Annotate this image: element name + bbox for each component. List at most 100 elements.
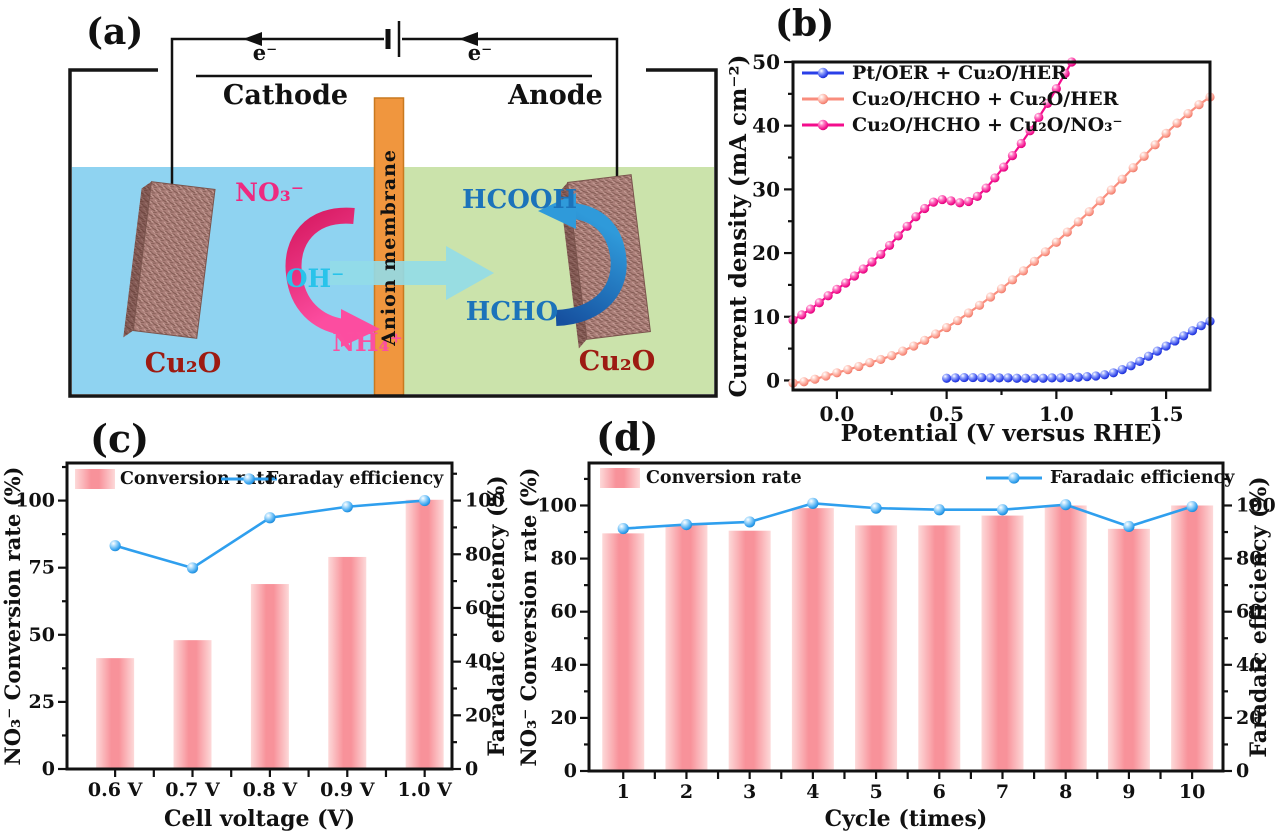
data-marker <box>1034 112 1044 123</box>
data-marker <box>1082 372 1092 382</box>
data-marker <box>814 298 824 308</box>
data-marker <box>1056 373 1066 383</box>
data-marker <box>799 377 809 387</box>
series-1 <box>942 316 1215 383</box>
formaldehyde-oxidation-arrowhead <box>538 193 576 229</box>
data-marker <box>1007 275 1018 285</box>
x-category-label: 9 <box>1122 781 1135 803</box>
data-marker <box>1128 163 1138 173</box>
data-marker <box>1021 373 1031 383</box>
data-marker <box>849 271 860 281</box>
left-tick-label: 75 <box>29 557 55 579</box>
data-marker <box>942 373 952 383</box>
data-marker <box>963 308 974 318</box>
left-tick-label: 80 <box>551 548 577 570</box>
x-category-label: 8 <box>1059 781 1072 803</box>
right-tick-label: 40 <box>1236 654 1262 676</box>
x-category-label: 2 <box>680 781 693 803</box>
data-marker <box>955 198 965 208</box>
data-marker <box>942 322 952 333</box>
plot-frame <box>791 60 1212 392</box>
data-marker <box>1100 370 1110 380</box>
data-marker <box>950 373 961 383</box>
data-marker <box>821 371 831 381</box>
plot-frame <box>587 461 1225 773</box>
data-marker <box>1108 368 1119 378</box>
legend-label: Conversion rate <box>120 469 276 489</box>
x-category-label: 0.6 V <box>88 779 144 801</box>
cathode-label: Cathode <box>222 80 349 111</box>
data-marker <box>1091 371 1101 381</box>
chart-c: 0 25 50 75 100 0 20 40 60 80 100 0.6 V 0.7 V 0.8 V 0.9… <box>0 461 510 831</box>
x-tick-label: 1.0 <box>1039 402 1074 426</box>
data-marker <box>1029 373 1040 383</box>
data-marker <box>1123 520 1135 533</box>
y-axis-title: Current density (mA cm⁻²) <box>725 55 752 398</box>
data-marker <box>928 197 939 207</box>
data-marker <box>977 372 987 383</box>
cathode-electrode-side-shade <box>123 181 152 338</box>
bar-series <box>602 505 1214 771</box>
data-marker <box>933 504 945 516</box>
bar <box>1107 528 1150 771</box>
data-marker <box>996 284 1007 294</box>
data-marker <box>1117 174 1127 184</box>
data-marker <box>109 540 121 552</box>
right-y-axis-title: Faradaic efficiency (%) <box>1246 476 1272 757</box>
cu2o-label-right: Cu₂O <box>578 346 656 377</box>
data-marker <box>898 346 908 356</box>
data-marker <box>1042 98 1053 108</box>
legend-bar-swatch <box>600 468 640 488</box>
electron-arrow-right-icon <box>459 32 478 46</box>
left-tick-label: 100 <box>537 494 577 516</box>
panel-c-letter: (c) <box>90 416 150 461</box>
data-marker <box>1187 326 1198 336</box>
data-marker <box>841 278 851 288</box>
electron-label-left: e⁻ <box>252 40 278 65</box>
data-marker <box>985 292 996 302</box>
legend-marker-icon <box>817 93 829 105</box>
data-marker <box>797 310 807 320</box>
y-tick-label: 20 <box>752 241 780 265</box>
plot-frame <box>65 461 454 771</box>
data-marker <box>1016 138 1026 149</box>
data-marker <box>854 361 864 372</box>
data-marker <box>1084 207 1094 217</box>
x-category-label: 3 <box>743 781 756 803</box>
x-category-label: 0.9 V <box>320 779 376 801</box>
data-marker <box>843 365 853 375</box>
right-tick-label: 20 <box>465 704 491 726</box>
data-marker <box>617 522 629 535</box>
left-tick-label: 25 <box>29 691 55 713</box>
data-marker <box>994 373 1004 383</box>
x-tick-label: 0.5 <box>929 402 964 426</box>
anion-membrane-label-box: Anion membrane <box>372 100 406 394</box>
right-tick-label: 100 <box>1236 494 1276 516</box>
legend-bar-swatch <box>75 469 115 489</box>
data-marker <box>937 194 947 205</box>
anode-label: Anode <box>508 80 603 111</box>
data-marker <box>902 221 912 231</box>
data-marker <box>887 351 897 361</box>
data-marker <box>972 191 982 201</box>
data-marker <box>186 562 199 574</box>
data-marker <box>264 512 276 524</box>
data-marker <box>867 257 877 267</box>
bar <box>791 508 834 771</box>
data-marker <box>985 373 996 383</box>
cathode-electrode <box>123 181 216 339</box>
line-series <box>617 497 1198 535</box>
data-marker <box>1139 151 1149 161</box>
formaldehyde-oxidation-arrow <box>555 203 627 326</box>
left-tick-label: 20 <box>551 707 577 729</box>
data-marker <box>1012 373 1022 383</box>
data-marker <box>1135 356 1145 366</box>
y-tick-label: 50 <box>752 50 780 74</box>
data-marker <box>1126 361 1136 371</box>
y-tick-label: 40 <box>752 114 780 138</box>
data-marker <box>1047 373 1057 383</box>
data-marker <box>1029 256 1040 266</box>
data-marker <box>823 291 833 301</box>
x-axis-title: Potential (V versus RHE) <box>841 420 1163 447</box>
